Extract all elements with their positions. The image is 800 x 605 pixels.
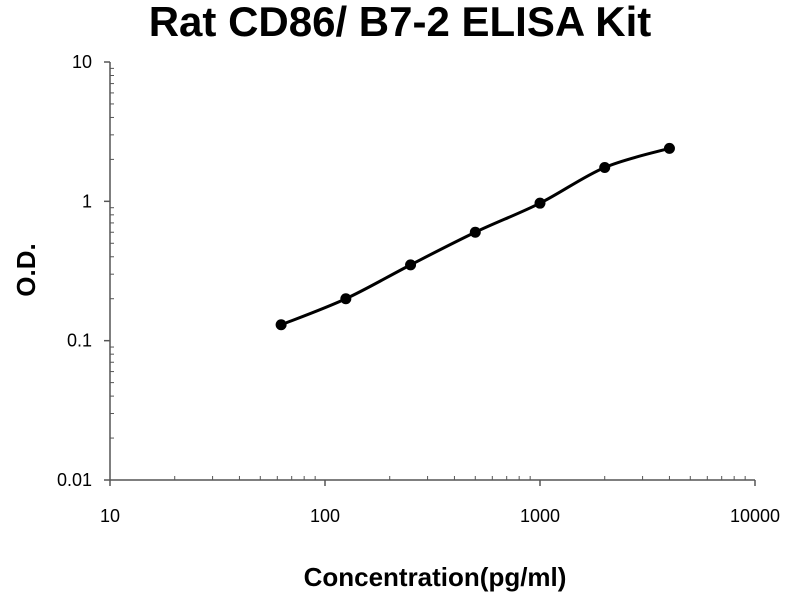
data-point: [405, 259, 417, 271]
x-tick-label: 10000: [730, 506, 780, 526]
data-point: [275, 319, 287, 331]
x-tick-label: 10: [100, 506, 120, 526]
data-point: [469, 226, 481, 238]
y-axis-title: O.D.: [11, 243, 41, 296]
x-tick-label: 100: [310, 506, 340, 526]
data-points: [275, 142, 675, 331]
y-tick-label: 1: [82, 191, 92, 211]
chart-title: Rat CD86/ B7-2 ELISA Kit: [149, 0, 652, 45]
y-tick-label: 10: [72, 52, 92, 72]
axes: 10 100 1000 10000 0.01 0.1 1 10: [57, 52, 780, 526]
y-tick-label: 0.01: [57, 470, 92, 490]
y-tick-label: 0.1: [67, 331, 92, 351]
data-point: [534, 197, 546, 209]
data-point: [663, 142, 675, 154]
x-tick-label: 1000: [520, 506, 560, 526]
data-point: [340, 293, 352, 305]
x-axis-title: Concentration(pg/ml): [304, 562, 567, 592]
data-point: [599, 161, 611, 173]
